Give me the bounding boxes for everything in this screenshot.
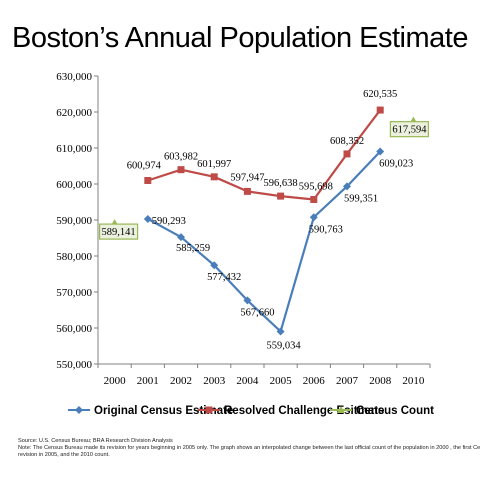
y-tick-label: 550,000: [56, 359, 92, 371]
data-point-diamond: [210, 261, 219, 270]
legend-label: Resolved Challenge Esitmate: [224, 405, 384, 417]
legend-marker: [75, 406, 83, 414]
y-tick-label: 630,000: [56, 71, 92, 83]
data-label: 599,351: [344, 193, 378, 204]
data-label: 590,763: [309, 224, 343, 235]
note-line-continued: revision in 2005, and the 2010 count.: [18, 452, 110, 458]
y-tick-label: 570,000: [56, 287, 92, 299]
data-point-diamond: [243, 296, 252, 305]
data-point-square: [376, 106, 384, 114]
y-tick-label: 600,000: [56, 179, 92, 191]
population-line-chart: 550,000 560,000 570,000 580,000 590,000 600,0…: [56, 71, 434, 417]
data-point-square: [144, 176, 152, 184]
data-point-square: [277, 192, 285, 200]
note-line: Note: The Census Bureau made its revisio…: [18, 445, 480, 451]
data-label: 589,141: [102, 227, 136, 238]
data-point-diamond: [343, 182, 351, 191]
x-tick-label: 2001: [137, 375, 159, 387]
data-label: 590,293: [152, 216, 186, 227]
y-tick-label: 620,000: [56, 107, 92, 119]
data-point-diamond: [276, 327, 285, 336]
series-marks: [110, 106, 418, 336]
data-label: 567,660: [240, 307, 274, 318]
x-tick-label: 2003: [203, 375, 226, 387]
data-label: 559,034: [267, 340, 302, 351]
data-label: 597,947: [230, 172, 264, 183]
data-label: 609,023: [379, 159, 413, 170]
x-tick-label: 2005: [270, 375, 293, 387]
x-tick-label: 2000: [104, 375, 127, 387]
x-tick-label: 2006: [303, 375, 326, 387]
y-tick-label: 580,000: [56, 251, 92, 263]
data-label: 600,974: [127, 160, 162, 171]
source-line: Source: U.S. Census Bureau; BRA Research…: [18, 438, 173, 444]
data-label: 577,432: [207, 272, 241, 283]
x-tick-label: 2004: [236, 375, 259, 387]
legend-label: Census Count: [356, 405, 434, 417]
legend-marker: [337, 406, 345, 413]
data-label: 596,638: [264, 178, 298, 189]
data-label: 617,594: [392, 125, 427, 136]
x-tick-label: 2002: [170, 375, 192, 387]
data-label: 603,982: [164, 152, 198, 163]
data-point-square: [177, 166, 185, 174]
data-point-diamond: [143, 214, 152, 223]
x-tick-label: 2007: [336, 375, 359, 387]
data-label: 595,698: [299, 181, 333, 192]
x-tick-label: 2010: [402, 375, 425, 387]
axes: 550,000 560,000 570,000 580,000 590,000 600,0…: [56, 71, 431, 387]
y-tick-label: 610,000: [56, 143, 92, 155]
data-point-square: [243, 187, 251, 195]
data-label: 620,535: [363, 89, 397, 100]
data-label: 601,997: [197, 159, 231, 170]
series-lines: [147, 109, 382, 333]
series-line-2: [147, 109, 382, 201]
data-point-square: [210, 173, 218, 181]
data-label: 608,352: [330, 136, 364, 147]
data-point-diamond: [376, 147, 385, 156]
x-tick-label: 2008: [369, 375, 392, 387]
legend-label: Original Census Estimate: [94, 405, 233, 417]
data-label: 585,259: [176, 243, 210, 254]
data-labels: 590,293 585,259 577,432 567,660 559,034 590,7…: [98, 89, 429, 351]
source-note: Source: U.S. Census Bureau; BRA Research…: [18, 438, 480, 459]
y-tick-label: 590,000: [56, 215, 92, 227]
y-tick-label: 560,000: [56, 323, 92, 335]
data-label-box: [98, 223, 139, 240]
data-point-square: [343, 150, 351, 158]
legend-marker: [205, 406, 213, 414]
data-label-box: [389, 121, 429, 138]
data-point-square: [310, 195, 318, 203]
data-point-diamond: [309, 213, 318, 222]
data-point-diamond: [177, 233, 185, 242]
chart-title: Boston’s Annual Population Estimate: [12, 22, 468, 54]
series-line-1: [147, 150, 381, 333]
